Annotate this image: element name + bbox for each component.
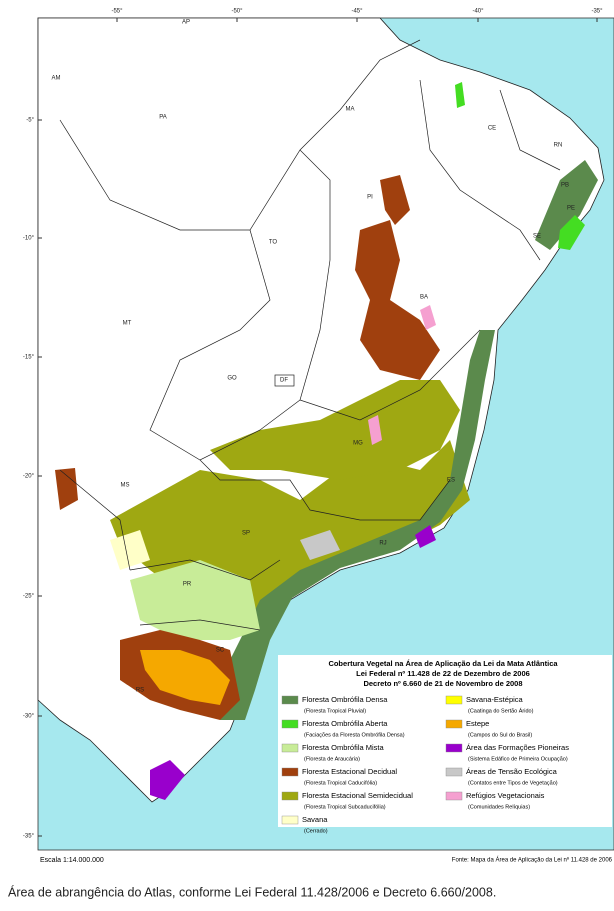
legend-sublabel: (Contatos entre Tipos de Vegetação) xyxy=(468,780,558,786)
legend-label: Estepe xyxy=(466,719,489,728)
legend-label: Floresta Ombrófila Densa xyxy=(302,695,388,704)
legend-swatch xyxy=(281,791,299,801)
caption: Área de abrangência do Atlas, conforme L… xyxy=(8,884,496,899)
state-label: MS xyxy=(121,483,130,489)
legend-sublabel: (Sistema Edáfico de Primeira Ocupação) xyxy=(468,756,568,762)
legend-swatch xyxy=(445,791,463,801)
legend-sublabel: (Floresta Tropical Subcaducifólia) xyxy=(304,804,386,810)
state-label: CE xyxy=(488,126,496,132)
legend-swatch xyxy=(445,695,463,705)
state-label: MT xyxy=(123,321,132,327)
scale: Escala 1:14.000.000 xyxy=(40,857,104,864)
state-label: BA xyxy=(420,295,428,301)
state-label: RJ xyxy=(379,541,386,547)
latitude-label: -20° xyxy=(23,474,35,480)
legend-swatch xyxy=(281,815,299,825)
legend-swatch xyxy=(445,719,463,729)
state-label: MA xyxy=(346,107,355,113)
legend-sublabel: (Faciações da Floresta Ombrófila Densa) xyxy=(304,732,405,738)
latitude-label: -5° xyxy=(26,118,34,124)
state-label: MG xyxy=(353,441,363,447)
legend-label: Floresta Ombrófila Aberta xyxy=(302,719,388,728)
legend-label: Savana-Estépica xyxy=(466,695,524,704)
legend-sublabel: (Caatinga do Sertão Árido) xyxy=(468,707,534,714)
state-label: PE xyxy=(567,206,575,212)
legend-swatch xyxy=(281,695,299,705)
legend-label: Floresta Ombrófila Mista xyxy=(302,743,385,752)
state-label: SC xyxy=(216,648,225,654)
state-label: SE xyxy=(533,234,541,240)
state-label: RS xyxy=(136,688,144,694)
legend-sublabel: (Cerrado) xyxy=(304,828,328,834)
state-label: DF xyxy=(280,378,288,384)
longitude-label: -50° xyxy=(231,9,243,15)
state-label: SP xyxy=(242,531,250,537)
latitude-label: -35° xyxy=(23,834,35,840)
state-label: PI xyxy=(367,195,373,201)
state-label: AP xyxy=(182,20,190,26)
longitude-label: -55° xyxy=(111,9,123,15)
legend-title: Cobertura Vegetal na Área de Aplicação d… xyxy=(328,659,558,668)
legend-label: Área das Formações Pioneiras xyxy=(466,743,569,752)
state-label: GO xyxy=(227,376,237,382)
vegetation xyxy=(55,82,598,800)
legend-sublabel: (Comunidades Relíquias) xyxy=(468,804,530,810)
latitude-label: -30° xyxy=(23,714,35,720)
legend-sublabel: (Campos do Sul do Brasil) xyxy=(468,732,532,738)
longitude-label: -40° xyxy=(472,9,484,15)
legend-label: Savana xyxy=(302,815,328,824)
legend-swatch xyxy=(281,719,299,729)
legend-label: Refúgios Vegetacionais xyxy=(466,791,545,800)
latitude-label: -10° xyxy=(23,236,35,242)
legend-label: Áreas de Tensão Ecológica xyxy=(466,767,558,776)
legend-swatch xyxy=(281,743,299,753)
legend-box xyxy=(278,655,612,827)
state-label: TO xyxy=(269,240,278,246)
state-label: RN xyxy=(554,143,563,149)
source: Fonte: Mapa da Área de Aplicação da Lei … xyxy=(452,857,613,864)
longitude-label: -35° xyxy=(591,9,603,15)
latitude-label: -15° xyxy=(23,355,35,361)
legend-sublabel: (Floresta de Araucária) xyxy=(304,756,360,762)
legend-sublabel: (Floresta Tropical Pluvial) xyxy=(304,708,366,714)
longitude-label: -45° xyxy=(351,9,363,15)
state-label: AM xyxy=(52,76,61,82)
state-label: PA xyxy=(159,115,167,121)
legend-sublabel: (Floresta Tropical Caducifólia) xyxy=(304,780,377,786)
latitude-label: -25° xyxy=(23,594,35,600)
legend-swatch xyxy=(281,767,299,777)
legend-label: Floresta Estacional Semidecidual xyxy=(302,791,413,800)
legend-title: Lei Federal nº 11.428 de 22 de Dezembro … xyxy=(356,669,530,678)
state-label: PR xyxy=(183,582,192,588)
legend-label: Floresta Estacional Decidual xyxy=(302,767,397,776)
legend-title: Decreto nº 6.660 de 21 de Novembro de 20… xyxy=(363,679,522,688)
state-label: ES xyxy=(447,478,455,484)
df-box xyxy=(274,374,295,387)
legend-swatch xyxy=(445,743,463,753)
legend-swatch xyxy=(445,767,463,777)
state-borders xyxy=(59,39,561,631)
state-label: PB xyxy=(561,183,569,189)
